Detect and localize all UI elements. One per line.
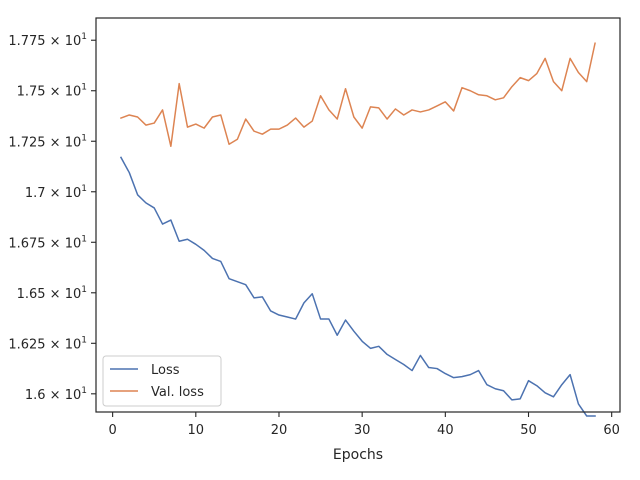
y-tick-label: 1.75 × 101	[17, 83, 87, 100]
y-tick-exponent: 1	[81, 335, 87, 345]
y-tick-times-symbol: ×	[50, 85, 61, 100]
y-tick-exponent: 1	[81, 386, 87, 396]
y-tick-base: 10	[61, 388, 82, 403]
y-tick-mantissa: 1.775	[8, 34, 49, 49]
series-line-0	[119, 156, 596, 417]
y-tick-times-symbol: ×	[50, 287, 61, 302]
y-tick-label: 1.775 × 101	[8, 32, 87, 49]
y-tick-mantissa: 1.6	[25, 388, 50, 403]
y-tick-label: 1.6 × 101	[25, 386, 87, 403]
x-tick-label: 50	[520, 423, 537, 438]
y-tick-exponent: 1	[81, 184, 87, 194]
series-layer	[119, 42, 596, 417]
legend-label-1: Val. loss	[151, 385, 204, 400]
y-tick-exponent: 1	[81, 133, 87, 143]
y-tick-base: 10	[61, 186, 82, 201]
y-tick-mantissa: 1.75	[17, 85, 50, 100]
y-tick-base: 10	[61, 85, 82, 100]
x-tick-label: 0	[108, 423, 116, 438]
y-tick-times-symbol: ×	[50, 135, 61, 150]
x-axis: 0 10 20 30 40 50 60	[108, 412, 620, 438]
y-tick-base: 10	[61, 287, 82, 302]
x-tick-label: 30	[354, 423, 371, 438]
y-tick-base: 10	[61, 236, 82, 251]
y-tick-times-symbol: ×	[50, 337, 61, 352]
y-tick-times-symbol: ×	[50, 236, 61, 251]
y-tick-label: 1.7 × 101	[25, 184, 87, 201]
y-tick-exponent: 1	[81, 32, 87, 42]
plot-frame	[95, 17, 621, 413]
y-tick-base: 10	[61, 34, 82, 49]
x-tick-label: 20	[271, 423, 288, 438]
y-tick-mantissa: 1.725	[8, 135, 49, 150]
x-tick-label: 40	[437, 423, 454, 438]
y-tick-label: 1.625 × 101	[8, 335, 87, 352]
y-tick-times-symbol: ×	[50, 388, 61, 403]
y-tick-exponent: 1	[81, 83, 87, 93]
y-tick-base: 10	[61, 135, 82, 150]
y-tick-exponent: 1	[81, 234, 87, 244]
y-tick-mantissa: 1.625	[8, 337, 49, 352]
y-tick-exponent: 1	[81, 285, 87, 295]
y-tick-label: 1.675 × 101	[8, 234, 87, 251]
y-tick-base: 10	[61, 337, 82, 352]
x-axis-label: Epochs	[333, 447, 383, 463]
y-tick-mantissa: 1.675	[8, 236, 49, 251]
y-tick-label: 1.725 × 101	[8, 133, 87, 150]
legend: Loss Val. loss	[102, 355, 222, 407]
legend-label-0: Loss	[151, 363, 180, 378]
x-tick-label: 10	[188, 423, 205, 438]
y-tick-label: 1.65 × 101	[17, 285, 87, 302]
series-line-1	[119, 42, 596, 148]
y-tick-times-symbol: ×	[50, 34, 61, 49]
y-tick-times-symbol: ×	[50, 186, 61, 201]
y-tick-mantissa: 1.65	[17, 287, 50, 302]
y-tick-mantissa: 1.7	[25, 186, 50, 201]
x-tick-label: 60	[603, 423, 620, 438]
